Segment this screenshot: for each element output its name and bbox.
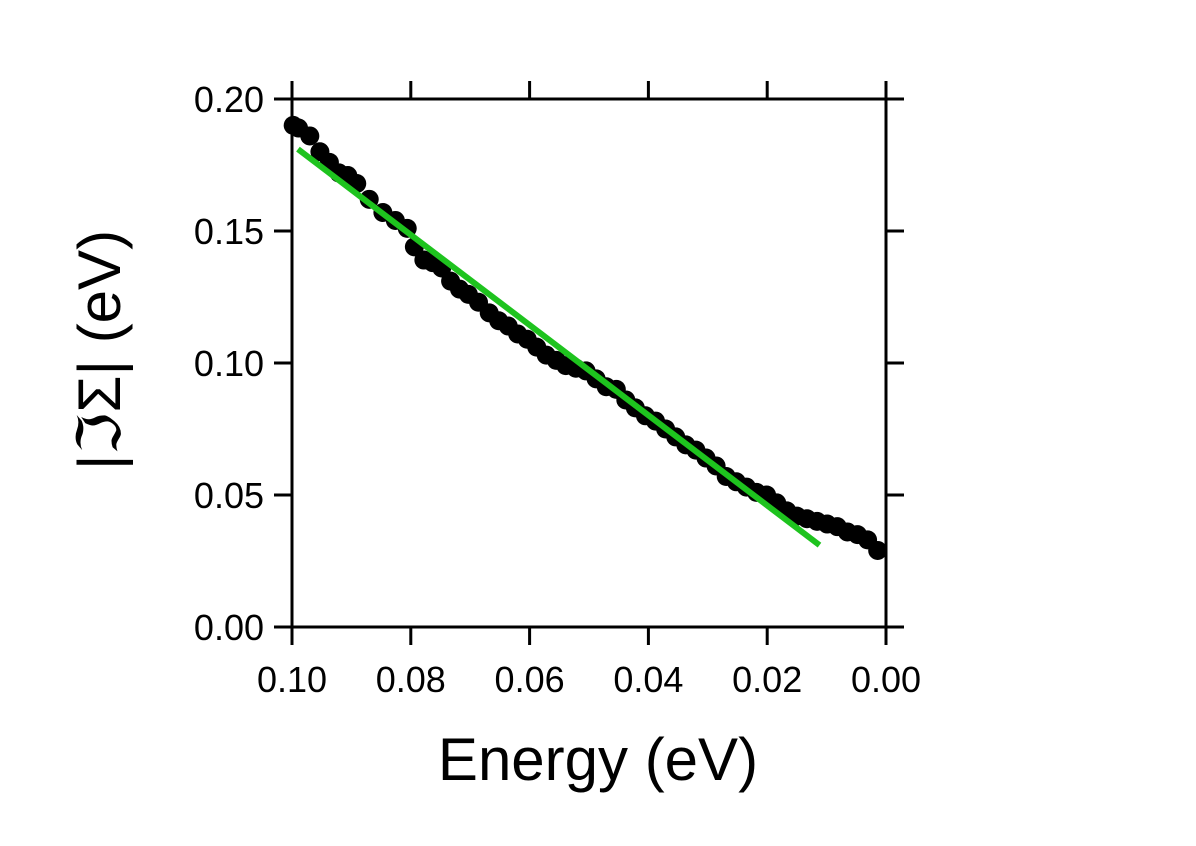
y-tick-label: 0.00 bbox=[194, 607, 264, 648]
fit-line bbox=[296, 146, 822, 548]
data-point bbox=[868, 540, 888, 560]
data-point bbox=[300, 126, 320, 146]
y-tick-label: 0.20 bbox=[194, 79, 264, 120]
x-axis-label: Energy (eV) bbox=[438, 726, 758, 793]
x-tick-label: 0.04 bbox=[613, 659, 683, 700]
x-tick-label: 0.02 bbox=[732, 659, 802, 700]
x-tick-label: 0.08 bbox=[376, 659, 446, 700]
x-tick-label: 0.06 bbox=[495, 659, 565, 700]
y-tick-label: 0.05 bbox=[194, 475, 264, 516]
x-tick-label: 0.00 bbox=[851, 659, 921, 700]
y-tick-label: 0.15 bbox=[194, 211, 264, 252]
y-axis-ticks: 0.00 0.05 0.10 0.15 0.20 bbox=[194, 79, 904, 648]
x-axis-ticks: 0.10 0.08 0.06 0.04 0.02 0.00 bbox=[257, 81, 921, 700]
series-layer bbox=[283, 115, 888, 560]
y-axis-label: |ℑΣ| (eV) bbox=[66, 230, 133, 470]
y-tick-label: 0.10 bbox=[194, 343, 264, 384]
data-points bbox=[283, 115, 888, 560]
x-tick-label: 0.10 bbox=[257, 659, 327, 700]
